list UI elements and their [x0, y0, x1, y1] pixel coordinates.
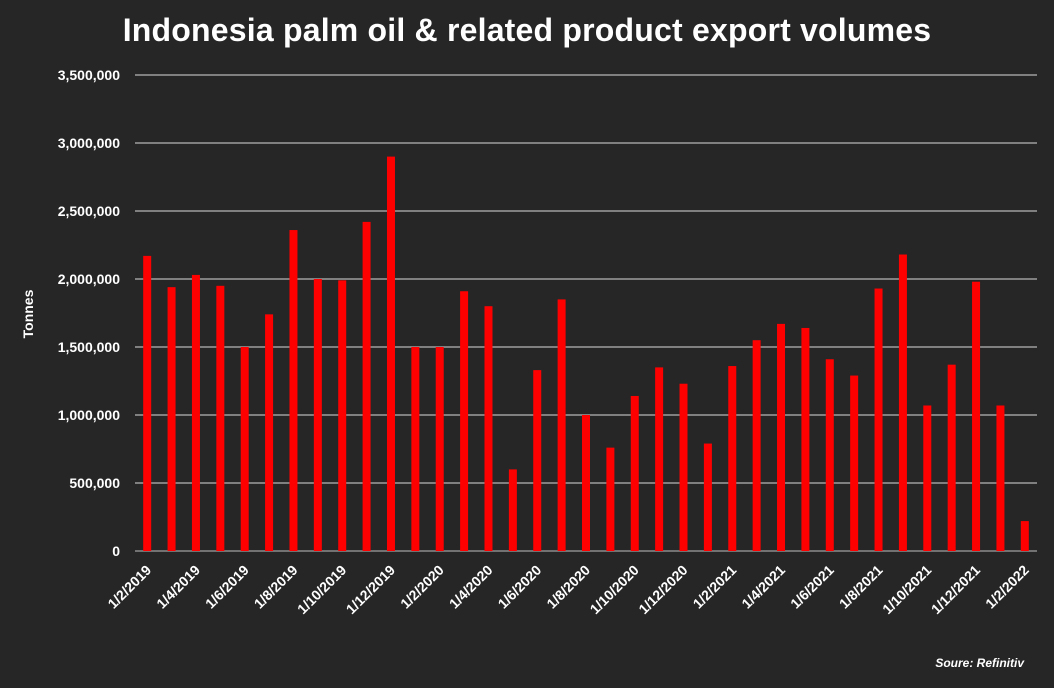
bar — [972, 281, 981, 551]
bar — [728, 366, 737, 551]
y-axis-ticks: 0 500,000 1,000,000 1,500,000 2,000,000 2,500… — [58, 67, 121, 559]
bar — [655, 367, 664, 551]
bar — [484, 306, 493, 551]
bar — [362, 221, 371, 551]
bar — [289, 230, 298, 552]
bar — [898, 254, 907, 551]
chart-title: Indonesia palm oil & related product exp… — [122, 12, 932, 48]
x-tick-label: 1/8/2020 — [543, 562, 593, 612]
source-note: Soure: Refinitiv — [935, 656, 1024, 670]
x-tick-label: 1/2/2020 — [397, 562, 447, 612]
bar — [533, 370, 542, 551]
x-tick-label: 1/12/2019 — [343, 562, 399, 618]
x-tick-label: 1/10/2021 — [879, 562, 935, 618]
x-tick-label: 1/10/2019 — [294, 562, 350, 618]
y-tick-label: 3,500,000 — [58, 67, 120, 83]
bar — [825, 359, 834, 551]
x-tick-label: 1/4/2020 — [446, 562, 496, 612]
bar — [1020, 521, 1029, 551]
y-tick-label: 500,000 — [69, 475, 120, 491]
bar — [435, 347, 444, 551]
bar — [777, 323, 786, 551]
bar — [216, 285, 225, 551]
bar — [386, 156, 395, 551]
bar — [167, 287, 176, 551]
x-tick-label: 1/4/2019 — [153, 562, 203, 612]
bar — [143, 255, 152, 551]
bar — [947, 364, 956, 551]
x-tick-label: 1/8/2021 — [836, 562, 886, 612]
bar — [752, 340, 761, 551]
bar — [557, 299, 566, 551]
bar — [996, 405, 1005, 551]
bar — [265, 314, 274, 551]
y-tick-label: 1,500,000 — [58, 339, 120, 355]
x-tick-label: 1/12/2021 — [928, 562, 984, 618]
y-tick-label: 3,000,000 — [58, 135, 120, 151]
y-tick-label: 2,500,000 — [58, 203, 120, 219]
bar — [606, 447, 615, 551]
bar — [338, 280, 347, 551]
bar — [582, 415, 590, 551]
bar — [191, 274, 200, 551]
x-axis-ticks: 1/2/20191/4/20191/6/20191/8/20191/10/201… — [104, 562, 1032, 618]
y-axis-label: Tonnes — [20, 289, 36, 338]
y-tick-label: 0 — [112, 543, 120, 559]
bar — [411, 347, 420, 551]
bars — [143, 156, 1029, 552]
bar — [679, 383, 688, 551]
x-tick-label: 1/10/2020 — [587, 562, 643, 618]
bar — [240, 347, 249, 551]
bar — [630, 395, 639, 551]
bar — [801, 327, 810, 551]
bar — [313, 279, 322, 551]
x-tick-label: 1/12/2020 — [635, 562, 691, 618]
x-tick-label: 1/2/2019 — [104, 562, 154, 612]
x-tick-label: 1/6/2020 — [495, 562, 545, 612]
x-tick-label: 1/6/2021 — [787, 562, 837, 612]
x-tick-label: 1/2/2021 — [690, 562, 740, 612]
x-tick-label: 1/6/2019 — [202, 562, 252, 612]
bar — [923, 405, 932, 551]
bar — [508, 469, 517, 551]
bar — [460, 291, 469, 551]
y-tick-label: 2,000,000 — [58, 271, 120, 287]
bar — [850, 375, 859, 551]
bar — [703, 443, 712, 551]
x-tick-label: 1/2/2022 — [982, 562, 1032, 612]
bar — [874, 288, 883, 551]
y-tick-label: 1,000,000 — [58, 407, 120, 423]
x-tick-label: 1/8/2019 — [251, 562, 301, 612]
x-tick-label: 1/4/2021 — [738, 562, 788, 612]
